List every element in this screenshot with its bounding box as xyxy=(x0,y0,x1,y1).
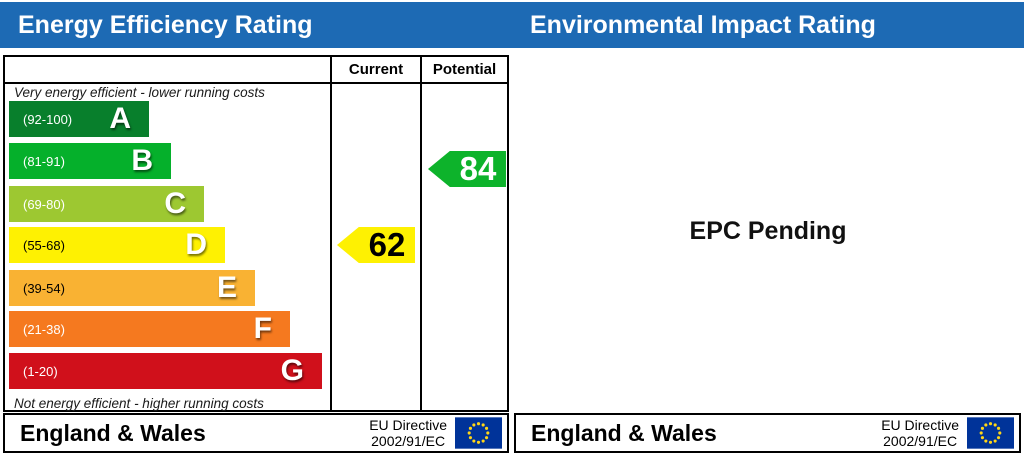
eu-directive-label: EU Directive 2002/91/EC xyxy=(881,417,959,449)
band-row-c: (69-80) C xyxy=(9,186,204,222)
epc-pending-status: EPC Pending xyxy=(689,216,847,245)
current-rating-arrow: 62 xyxy=(337,227,415,263)
band-range-label: (69-80) xyxy=(23,196,65,212)
band-letter: B xyxy=(131,144,153,177)
band-range-label: (81-91) xyxy=(23,153,65,169)
band-letter: E xyxy=(216,271,237,304)
header-underline xyxy=(5,82,507,84)
energy-rating-title: Energy Efficiency Rating xyxy=(18,11,313,39)
band-letter: F xyxy=(253,312,272,345)
title-bar: Energy Efficiency Rating Environmental I… xyxy=(0,2,1024,48)
eu-directive-label: EU Directive 2002/91/EC xyxy=(369,417,447,449)
current-rating-value: 62 xyxy=(368,226,406,263)
environmental-rating-title: Environmental Impact Rating xyxy=(530,11,876,39)
potential-rating-value: 84 xyxy=(459,150,497,187)
band-row-b: (81-91) B xyxy=(9,143,171,179)
band-letter: G xyxy=(280,354,304,387)
column-divider-current xyxy=(330,57,332,410)
band-range-label: (39-54) xyxy=(23,280,65,296)
eu-directive-line2: 2002/91/EC xyxy=(371,433,446,449)
band-letter: C xyxy=(164,187,186,220)
eu-flag-icon xyxy=(455,417,502,449)
eu-directive-line2: 2002/91/EC xyxy=(883,433,958,449)
energy-footer: England & Wales EU Directive 2002/91/EC xyxy=(3,413,509,453)
column-header-potential: Potential xyxy=(432,61,497,78)
eu-directive-line1: EU Directive xyxy=(881,416,959,433)
column-header-current: Current xyxy=(348,61,404,78)
region-label: England & Wales xyxy=(20,419,206,446)
band-letter: A xyxy=(109,102,131,135)
environmental-footer: England & Wales EU Directive 2002/91/EC xyxy=(514,413,1021,453)
band-range-label: (55-68) xyxy=(23,237,65,253)
band-row-f: (21-38) F xyxy=(9,311,290,347)
eu-directive-line1: EU Directive xyxy=(369,416,447,433)
band-range-label: (1-20) xyxy=(23,363,58,379)
top-caption: Very energy efficient - lower running co… xyxy=(14,85,265,100)
energy-rating-chart: Current Potential Very energy efficient … xyxy=(3,55,509,412)
band-row-g: (1-20) G xyxy=(9,353,322,389)
eu-flag-icon xyxy=(967,417,1014,449)
band-letter: D xyxy=(185,228,207,261)
band-range-label: (21-38) xyxy=(23,321,65,337)
band-row-a: (92-100) A xyxy=(9,101,149,137)
potential-rating-arrow: 84 xyxy=(428,151,506,187)
band-row-d: (55-68) D xyxy=(9,227,225,263)
environmental-rating-body: EPC Pending xyxy=(512,49,1024,413)
region-label: England & Wales xyxy=(531,419,717,446)
column-divider-potential xyxy=(420,57,422,410)
band-range-label: (92-100) xyxy=(23,111,73,127)
bottom-caption: Not energy efficient - higher running co… xyxy=(14,396,264,411)
band-row-e: (39-54) E xyxy=(9,270,255,306)
